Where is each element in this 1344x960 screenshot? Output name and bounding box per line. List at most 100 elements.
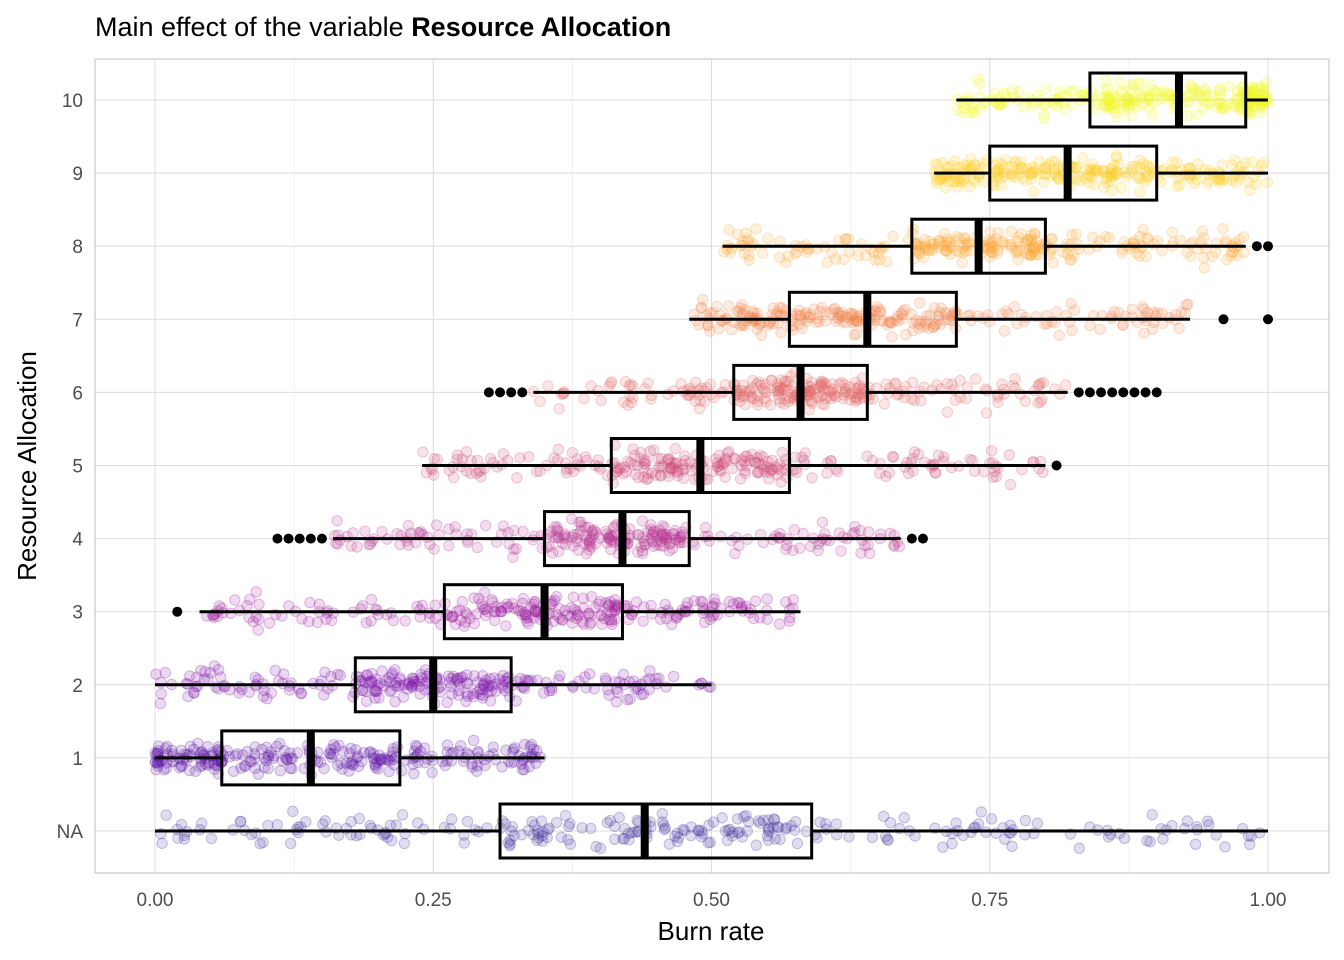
data-point: [635, 446, 647, 459]
data-point: [1082, 168, 1095, 181]
data-point: [609, 594, 621, 606]
data-point: [376, 665, 388, 677]
data-point: [905, 308, 918, 320]
data-point: [542, 823, 554, 836]
data-point: [671, 835, 684, 848]
data-point: [663, 538, 675, 550]
data-point: [428, 543, 440, 555]
data-point: [775, 464, 788, 477]
data-point: [343, 747, 356, 760]
data-point: [1010, 242, 1022, 255]
data-point: [478, 680, 490, 692]
data-point: [738, 247, 751, 260]
data-point: [962, 239, 974, 251]
data-point: [927, 320, 939, 333]
data-point: [785, 819, 797, 832]
data-point: [529, 595, 541, 608]
data-point: [873, 467, 886, 480]
data-point: [888, 378, 901, 390]
data-point: [319, 666, 331, 678]
data-point: [667, 670, 680, 683]
data-point: [793, 318, 805, 331]
data-point: [657, 540, 670, 552]
data-point: [848, 526, 861, 539]
data-point: [928, 238, 940, 250]
data-point: [1256, 80, 1268, 92]
outlier-point: [506, 387, 517, 398]
data-point: [1008, 165, 1021, 177]
data-point: [783, 615, 796, 627]
data-point: [504, 834, 517, 846]
data-point: [1143, 89, 1155, 101]
data-point: [1016, 161, 1028, 174]
data-point: [1129, 93, 1141, 105]
data-point: [1097, 165, 1109, 178]
data-point: [898, 812, 910, 824]
data-point: [1105, 171, 1118, 184]
data-point: [721, 447, 734, 459]
data-point: [249, 741, 261, 753]
data-point: [673, 531, 685, 544]
data-point: [408, 768, 420, 780]
data-point: [518, 763, 530, 776]
data-point: [471, 608, 483, 620]
data-point: [760, 386, 773, 398]
data-point: [808, 383, 820, 395]
data-point: [447, 670, 460, 683]
data-point: [1162, 87, 1174, 99]
data-point: [205, 832, 218, 845]
data-point: [1079, 173, 1092, 185]
data-point: [274, 764, 286, 777]
data-point: [601, 816, 614, 829]
data-point: [851, 315, 863, 328]
chart-title-variable: Resource Allocation: [411, 12, 671, 42]
data-point: [946, 837, 958, 850]
data-point: [762, 822, 775, 835]
data-point: [353, 812, 366, 825]
data-point: [913, 322, 925, 335]
data-point: [516, 597, 529, 610]
data-point: [346, 759, 358, 771]
data-point: [1144, 162, 1156, 174]
data-point: [893, 388, 905, 400]
data-point: [516, 764, 529, 776]
data-point: [285, 677, 297, 689]
data-point: [166, 744, 178, 757]
data-point: [959, 233, 972, 245]
data-point: [1014, 162, 1027, 174]
data-point: [617, 668, 630, 681]
data-point: [1253, 101, 1266, 113]
data-point: [454, 740, 467, 752]
data-point: [386, 667, 399, 679]
data-point: [957, 247, 970, 259]
data-point: [749, 456, 761, 469]
x-tick-label: 0.00: [137, 890, 174, 911]
data-point: [583, 544, 596, 556]
data-point: [478, 677, 490, 689]
y-tick-label: 4: [72, 530, 83, 551]
data-point: [229, 594, 241, 606]
data-point: [804, 308, 817, 321]
outlier-point: [495, 387, 506, 398]
data-point: [854, 392, 866, 405]
data-point: [630, 596, 643, 608]
data-point: [776, 446, 788, 459]
data-point: [1230, 92, 1242, 105]
data-point: [850, 382, 863, 395]
data-point: [639, 538, 651, 551]
data-point: [505, 825, 517, 837]
data-point: [325, 614, 338, 627]
data-point: [634, 452, 646, 464]
data-point: [622, 613, 635, 626]
data-point: [804, 381, 816, 393]
data-point: [366, 675, 378, 687]
data-point: [606, 618, 618, 631]
data-point: [1098, 84, 1110, 96]
data-point: [1142, 94, 1155, 106]
data-point: [746, 305, 759, 317]
data-point: [773, 393, 786, 405]
data-point: [648, 525, 660, 537]
data-point: [804, 311, 816, 323]
data-point: [949, 175, 961, 188]
data-point: [744, 454, 756, 467]
